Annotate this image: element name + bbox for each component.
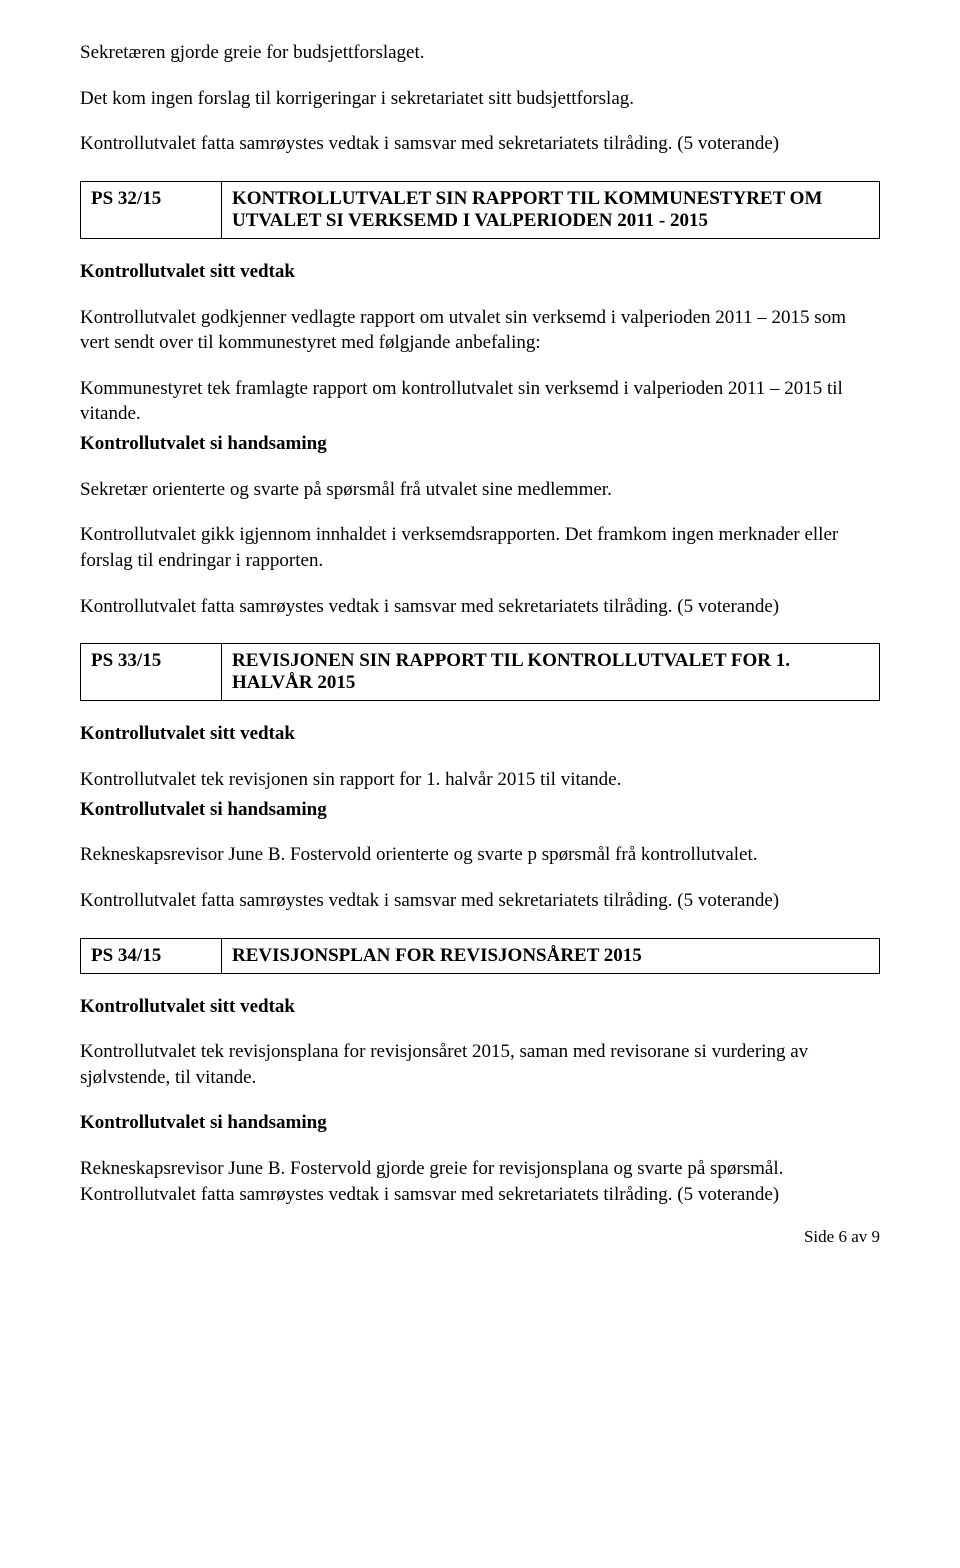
case34-p2: Rekneskapsrevisor June B. Fostervold gjo… bbox=[80, 1156, 880, 1207]
case32-p1: Kontrollutvalet godkjenner vedlagte rapp… bbox=[80, 305, 880, 356]
heading-handsaming: Kontrollutvalet si handsaming bbox=[80, 797, 880, 823]
case32-p4: Kontrollutvalet gikk igjennom innhaldet … bbox=[80, 522, 880, 573]
page-footer: Side 6 av 9 bbox=[80, 1227, 880, 1247]
case-code: PS 33/15 bbox=[81, 644, 222, 701]
case-header-33: PS 33/15 REVISJONEN SIN RAPPORT TIL KONT… bbox=[80, 643, 880, 701]
document-page: Sekretæren gjorde greie for budsjettfors… bbox=[0, 0, 960, 1287]
heading-vedtak: Kontrollutvalet sitt vedtak bbox=[80, 721, 880, 747]
intro-line-3: Kontrollutvalet fatta samrøystes vedtak … bbox=[80, 131, 880, 157]
case-header-34: PS 34/15 REVISJONSPLAN FOR REVISJONSÅRET… bbox=[80, 938, 880, 974]
case33-p3: Kontrollutvalet fatta samrøystes vedtak … bbox=[80, 888, 880, 914]
heading-vedtak: Kontrollutvalet sitt vedtak bbox=[80, 994, 880, 1020]
case32-p5: Kontrollutvalet fatta samrøystes vedtak … bbox=[80, 594, 880, 620]
case32-p3: Sekretær orienterte og svarte på spørsmå… bbox=[80, 477, 880, 503]
case-code: PS 32/15 bbox=[81, 181, 222, 238]
case-code: PS 34/15 bbox=[81, 938, 222, 973]
case-title: REVISJONSPLAN FOR REVISJONSÅRET 2015 bbox=[222, 938, 880, 973]
case-header-32: PS 32/15 KONTROLLUTVALET SIN RAPPORT TIL… bbox=[80, 181, 880, 239]
intro-line-2: Det kom ingen forslag til korrigeringar … bbox=[80, 86, 880, 112]
case33-p2: Rekneskapsrevisor June B. Fostervold ori… bbox=[80, 842, 880, 868]
heading-handsaming: Kontrollutvalet si handsaming bbox=[80, 431, 880, 457]
case-title: REVISJONEN SIN RAPPORT TIL KONTROLLUTVAL… bbox=[222, 644, 880, 701]
case32-p2: Kommunestyret tek framlagte rapport om k… bbox=[80, 376, 880, 427]
heading-handsaming: Kontrollutvalet si handsaming bbox=[80, 1110, 880, 1136]
case33-p1: Kontrollutvalet tek revisjonen sin rappo… bbox=[80, 767, 880, 793]
heading-vedtak: Kontrollutvalet sitt vedtak bbox=[80, 259, 880, 285]
case-title: KONTROLLUTVALET SIN RAPPORT TIL KOMMUNES… bbox=[222, 181, 880, 238]
case34-p1: Kontrollutvalet tek revisjonsplana for r… bbox=[80, 1039, 880, 1090]
intro-line-1: Sekretæren gjorde greie for budsjettfors… bbox=[80, 40, 880, 66]
